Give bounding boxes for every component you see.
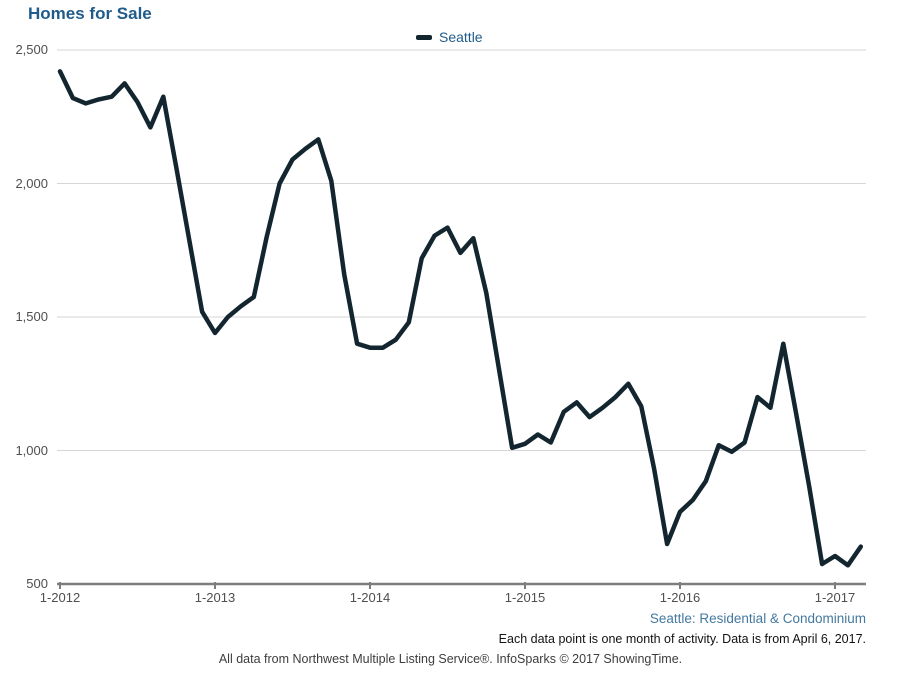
legend: Seattle (416, 29, 483, 45)
y-tick-label: 2,500 (15, 42, 48, 57)
x-tick-label: 1-2015 (504, 590, 546, 605)
legend-line-swatch (416, 34, 432, 40)
x-tick-label: 1-2016 (659, 590, 701, 605)
footer-credit-line: All data from Northwest Multiple Listing… (218, 652, 683, 666)
x-tick-label: 1-2017 (814, 590, 856, 605)
x-tick-label: 1-2013 (194, 590, 236, 605)
x-axis (57, 582, 866, 589)
page-title: Homes for Sale (28, 4, 152, 23)
y-tick-label: 2,000 (15, 175, 48, 191)
x-tick-label: 1-2012 (39, 590, 81, 605)
footer-scope-line: Seattle: Residential & Condominium (649, 611, 866, 626)
y-tick-label: 1,000 (15, 442, 48, 458)
y-tick-label: 500 (26, 576, 48, 591)
x-tick-label: 1-2014 (349, 590, 391, 605)
y-tick-label: 1,500 (15, 309, 48, 324)
seattle-series-line (57, 69, 864, 568)
footer-note-line: Each data point is one month of activity… (498, 632, 866, 646)
legend-label: Seattle (439, 29, 483, 45)
